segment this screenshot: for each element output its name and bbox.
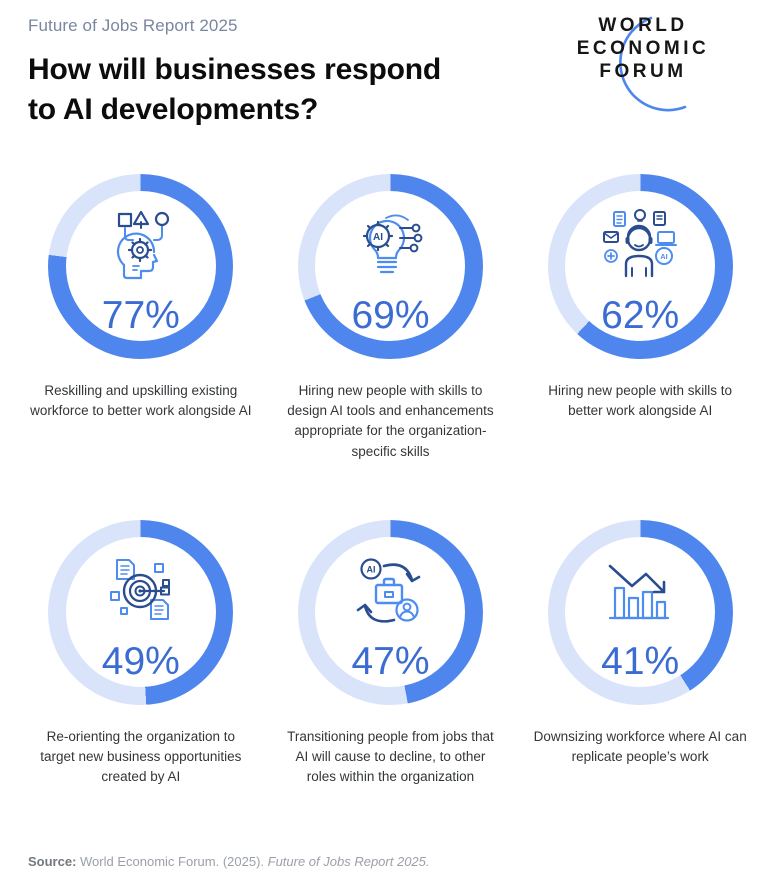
declining-chart-icon xyxy=(598,548,682,640)
donut-caption: Re-orienting the organization to target … xyxy=(40,728,242,785)
donut-inner: 49% xyxy=(65,537,216,688)
donut-caption: Hiring new people with skills to design … xyxy=(287,382,494,459)
percent-value: 41% xyxy=(601,639,680,683)
donut-ring-69: AI 69% xyxy=(297,173,483,359)
svg-text:AI: AI xyxy=(373,232,383,243)
donut-inner: 77% xyxy=(65,191,216,342)
source-label: Source: xyxy=(28,854,77,869)
percent-value: 49% xyxy=(101,639,180,683)
donut-ring-49: 49% xyxy=(48,519,234,705)
person-headset-icon: AI xyxy=(598,202,682,294)
percent-value: 47% xyxy=(351,639,430,683)
page-title: How will businesses respond to AI develo… xyxy=(28,50,441,130)
header-text: Future of Jobs Report 2025 How will busi… xyxy=(28,14,441,130)
wef-logo-word-economic: ECONOMIC xyxy=(576,38,710,60)
percent-value: 69% xyxy=(351,293,430,337)
wef-logo: WORLD ECONOMIC FORUM xyxy=(563,14,723,112)
wef-logo-word-forum: FORUM xyxy=(599,61,687,83)
job-transition-icon: AI xyxy=(348,548,432,640)
donut-inner: AI 62% xyxy=(565,191,716,342)
donut-card-hiring-alongside: AI 62% Hiring new people xyxy=(527,173,753,462)
page-title-line-1: How will businesses respond xyxy=(28,53,442,86)
percent-value: 77% xyxy=(101,293,180,337)
wef-logo-word-world: WORLD xyxy=(598,15,688,36)
source-note: Source: World Economic Forum. (2025). Fu… xyxy=(28,854,430,869)
donut-inner: AI 69% xyxy=(315,191,466,342)
svg-text:AI: AI xyxy=(367,564,376,574)
donut-caption: Downsizing workforce where AI can replic… xyxy=(533,728,747,765)
donut-ring-41: 41% xyxy=(547,519,733,705)
donut-inner: 41% xyxy=(565,537,716,688)
donut-caption: Transitioning people from jobs that AI w… xyxy=(287,728,494,785)
report-eyebrow: Future of Jobs Report 2025 xyxy=(28,16,238,35)
target-docs-icon xyxy=(99,548,183,640)
header: Future of Jobs Report 2025 How will busi… xyxy=(28,14,753,130)
donut-ring-47: AI 47% xyxy=(297,519,483,705)
percent-value: 62% xyxy=(601,293,680,337)
svg-text:AI: AI xyxy=(660,252,668,261)
donut-card-hiring-design: AI 69% Hiring new people with skills to … xyxy=(278,173,504,462)
donut-ring-77: 77% xyxy=(48,173,234,359)
ai-bulb-icon: AI xyxy=(348,202,432,294)
page-title-line-2: to AI developments? xyxy=(28,92,319,126)
infographic-page: Future of Jobs Report 2025 How will busi… xyxy=(28,14,753,869)
donut-card-transitioning: AI 47% Transitioning people from jobs th… xyxy=(278,519,504,788)
donut-inner: AI 47% xyxy=(315,537,466,688)
wef-logo-text: WORLD ECONOMIC FORUM xyxy=(563,14,723,84)
donut-card-reorienting: 49% Re-orienting the organization to tar… xyxy=(28,519,254,788)
donut-ring-62: AI 62% xyxy=(547,173,733,359)
donut-card-downsizing: 41% Downsizing workforce where AI can re… xyxy=(527,519,753,788)
donut-caption: Reskilling and upskilling existing workf… xyxy=(30,382,252,419)
donut-card-reskilling: 77% Reskilling and upskilling existing w… xyxy=(28,173,254,462)
source-report-title: Future of Jobs Report 2025. xyxy=(267,854,430,869)
head-gear-icon xyxy=(99,202,183,294)
wef-logo-arc-icon xyxy=(619,16,687,112)
source-text: World Economic Forum. (2025). xyxy=(76,854,268,869)
donut-caption: Hiring new people with skills to better … xyxy=(548,382,733,419)
donut-grid: 77% Reskilling and upskilling existing w… xyxy=(28,173,753,788)
